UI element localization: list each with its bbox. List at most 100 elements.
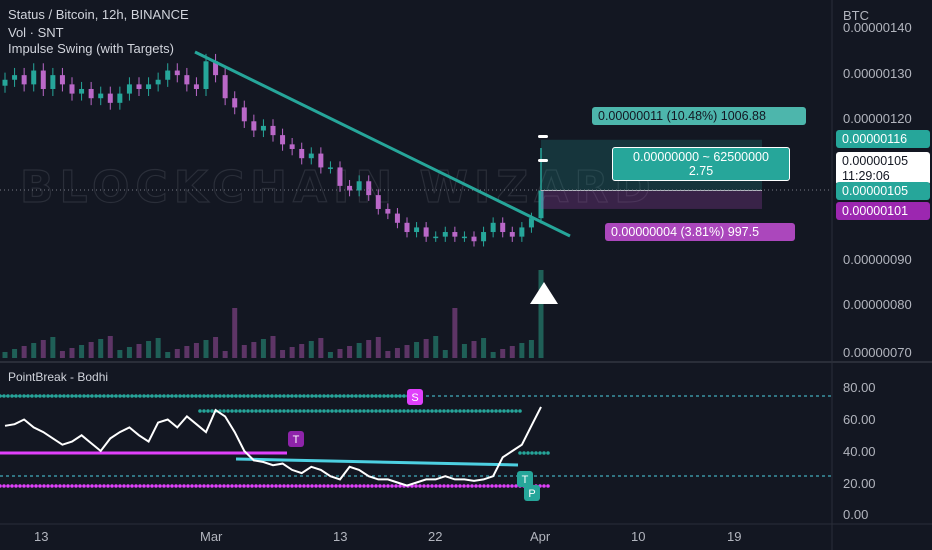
support-dot — [466, 484, 470, 488]
resistance-dot — [394, 409, 398, 413]
resistance-dot — [302, 394, 306, 398]
volume-bar — [337, 349, 343, 358]
indicator-legend[interactable]: Impulse Swing (with Targets) — [8, 41, 174, 56]
resistance-dot — [162, 394, 166, 398]
resistance-dot — [378, 409, 382, 413]
candle-body — [385, 208, 391, 214]
resistance-dot — [314, 409, 318, 413]
support-dot — [510, 484, 514, 488]
support-dot — [242, 484, 246, 488]
resistance-dot — [2, 394, 6, 398]
volume-bar — [519, 343, 525, 358]
candle-body — [232, 98, 238, 108]
resistance-dot — [322, 409, 326, 413]
resistance-dot — [402, 409, 406, 413]
support-dot — [374, 484, 378, 488]
resistance-dot — [178, 394, 182, 398]
candle-body — [461, 236, 467, 239]
support-dot — [98, 484, 102, 488]
resistance-dot — [330, 394, 334, 398]
resistance-dot — [510, 409, 514, 413]
support-dot — [278, 484, 282, 488]
resistance-dot — [238, 394, 242, 398]
volume-bar — [79, 345, 85, 358]
resistance-dot — [406, 409, 410, 413]
resistance-dot — [250, 409, 254, 413]
resistance-dot — [302, 409, 306, 413]
teal-trend-level — [235, 457, 519, 467]
resistance-dot — [442, 409, 446, 413]
resistance-dot — [350, 394, 354, 398]
date-tick: 19 — [727, 529, 742, 544]
support-dot — [430, 484, 434, 488]
support-dot — [526, 451, 530, 455]
watermark-text: BLOCKCHAIN WIZARD — [20, 162, 657, 213]
volume-bar — [433, 336, 439, 358]
support-dot — [342, 484, 346, 488]
marker-label: T — [293, 434, 300, 446]
symbol-legend[interactable]: Status / Bitcoin, 12h, BINANCE — [8, 7, 189, 22]
oscillator-legend[interactable]: PointBreak - Bodhi — [8, 370, 109, 384]
resistance-dot — [78, 394, 82, 398]
support-dot — [74, 484, 78, 488]
support-dot — [90, 484, 94, 488]
osc-tick: 80.00 — [843, 380, 876, 395]
support-dot — [538, 451, 542, 455]
support-dot — [310, 484, 314, 488]
support-dot — [318, 484, 322, 488]
support-dot — [518, 451, 522, 455]
candle-body — [40, 70, 46, 89]
resistance-dot — [158, 394, 162, 398]
candle-body — [423, 227, 429, 237]
volume-bar — [481, 338, 487, 358]
support-dot — [42, 484, 46, 488]
price-tick: 0.00000130 — [843, 66, 912, 81]
resistance-dot — [206, 409, 210, 413]
loss-label[interactable]: 0.00000004 (3.81%) 997.5 — [605, 223, 795, 241]
support-dot — [378, 484, 382, 488]
candle-body — [12, 75, 18, 80]
resistance-dot — [438, 409, 442, 413]
support-dot — [102, 484, 106, 488]
volume-bar — [347, 346, 353, 358]
resistance-dot — [134, 394, 138, 398]
resistance-dot — [390, 409, 394, 413]
support-dot — [62, 484, 66, 488]
candle-body — [404, 222, 410, 233]
resistance-dot — [26, 394, 30, 398]
resistance-dot — [358, 394, 362, 398]
support-dot — [494, 484, 498, 488]
support-dot — [166, 484, 170, 488]
support-dot — [414, 484, 418, 488]
support-dot — [46, 484, 50, 488]
support-dot — [50, 484, 54, 488]
candle-body — [59, 75, 65, 85]
resistance-dot — [10, 394, 14, 398]
position-center-label[interactable]: 0.00000000 ~ 62500000 2.75 — [612, 147, 790, 181]
resistance-dot — [86, 394, 90, 398]
volume-bar — [308, 341, 314, 358]
support-dot — [154, 484, 158, 488]
candle-body — [79, 88, 85, 94]
support-dot — [266, 484, 270, 488]
support-dot — [230, 484, 234, 488]
candle-body — [308, 153, 314, 159]
resistance-dot — [430, 409, 434, 413]
candle-body — [337, 167, 343, 186]
volume-bar — [241, 345, 247, 358]
resistance-dot — [326, 394, 330, 398]
resistance-dot — [90, 394, 94, 398]
candle-body — [203, 61, 209, 89]
resistance-dot — [350, 409, 354, 413]
candle-body — [222, 75, 228, 99]
candle-body — [299, 148, 305, 159]
support-dot — [534, 451, 538, 455]
resistance-dot — [378, 394, 382, 398]
resistance-dot — [130, 394, 134, 398]
support-dot — [214, 484, 218, 488]
volume-legend[interactable]: Vol · SNT — [8, 25, 64, 40]
resistance-dot — [478, 409, 482, 413]
support-dot — [126, 484, 130, 488]
profit-label[interactable]: 0.00000011 (10.48%) 1006.88 — [592, 107, 806, 125]
resistance-dot — [278, 394, 282, 398]
